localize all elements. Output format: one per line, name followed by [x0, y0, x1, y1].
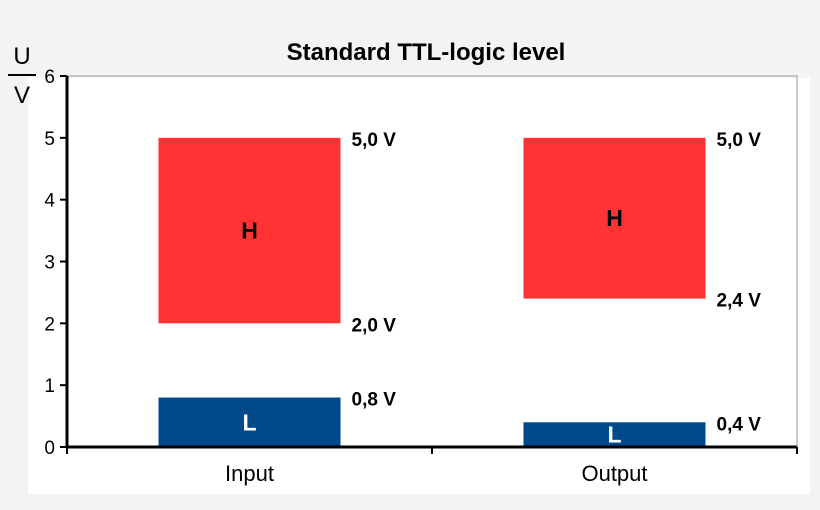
- y-tick-label-1: 1: [44, 376, 55, 397]
- band-h-input: [158, 137, 341, 324]
- plot-frame: [67, 75, 798, 447]
- y-axis-label-top: U: [13, 43, 30, 70]
- x-tick-label-input: Input: [225, 461, 274, 486]
- band-l-output: [523, 422, 706, 447]
- y-tick-label-5: 5: [44, 129, 55, 150]
- value-label-l-high-output: 0,4 V: [717, 414, 762, 435]
- band-label-l-input: L: [242, 409, 256, 435]
- band-l-input: [158, 397, 341, 447]
- chart-title: Standard TTL-logic level: [287, 39, 566, 66]
- y-tick-label-0: 0: [44, 438, 55, 459]
- value-label-h-high-input: 5,0 V: [352, 130, 397, 151]
- x-tick-label-output: Output: [581, 461, 647, 486]
- y-axis-label-bottom: V: [14, 82, 30, 109]
- y-tick-label-4: 4: [44, 191, 55, 212]
- value-label-l-high-input: 0,8 V: [352, 390, 397, 411]
- band-label-h-output: H: [606, 205, 623, 231]
- y-tick-label-3: 3: [44, 253, 55, 274]
- y-tick-label-6: 6: [44, 67, 55, 88]
- y-tick-label-2: 2: [44, 314, 55, 335]
- band-h-output: [523, 137, 706, 299]
- band-label-h-input: H: [241, 218, 258, 244]
- band-label-l-output: L: [607, 422, 621, 448]
- value-label-h-low-input: 2,0 V: [352, 315, 397, 336]
- value-label-h-low-output: 2,4 V: [717, 291, 762, 312]
- value-label-h-high-output: 5,0 V: [717, 130, 762, 151]
